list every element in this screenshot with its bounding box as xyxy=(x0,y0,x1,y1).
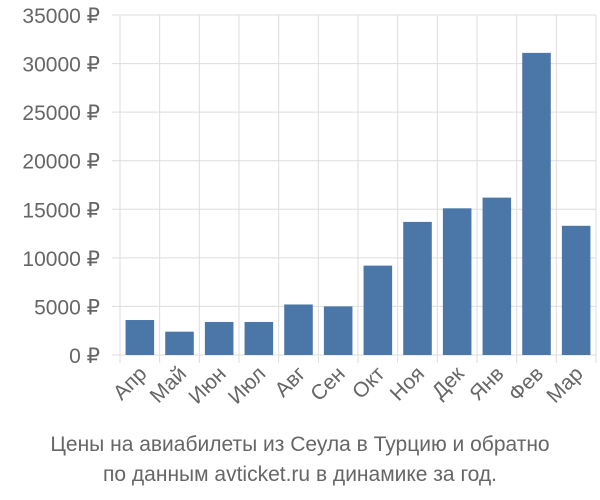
bar-Фев xyxy=(522,52,551,356)
bar-Май xyxy=(165,331,194,355)
bar-Апр xyxy=(125,320,155,355)
y-tick-label: 10000 ₽ xyxy=(22,248,100,271)
bar-Янв xyxy=(482,197,512,355)
y-tick-label: 30000 ₽ xyxy=(22,54,100,77)
y-tick-label: 0 ₽ xyxy=(69,345,100,368)
bar-Мар xyxy=(561,225,591,355)
x-tick-label: Мар xyxy=(542,362,587,407)
bar-Окт xyxy=(363,265,393,355)
x-tick-label: Фев xyxy=(504,362,548,406)
bar-Авг xyxy=(284,304,313,355)
bars xyxy=(125,52,591,356)
x-tick-label: Апр xyxy=(109,362,151,404)
x-tick-label: Янв xyxy=(465,362,508,405)
x-tick-label: Окт xyxy=(348,362,390,404)
y-tick-label: 15000 ₽ xyxy=(22,199,100,222)
bar-Июл xyxy=(244,321,274,355)
bar-Сен xyxy=(323,306,353,355)
y-tick-label: 35000 ₽ xyxy=(22,5,100,28)
x-tick-label: Сен xyxy=(306,362,349,405)
y-tick-label: 20000 ₽ xyxy=(22,151,100,174)
grid-lines xyxy=(112,14,597,363)
x-tick-label: Авг xyxy=(271,362,311,402)
y-tick-label: 5000 ₽ xyxy=(34,296,100,319)
y-tick-label: 25000 ₽ xyxy=(22,102,100,125)
x-tick-label: Июн xyxy=(184,362,230,408)
bar-chart: 0 ₽ 5000 ₽ 10000 ₽ 15000 ₽ 20000 ₽ 25000 ₽ 300… xyxy=(22,5,597,409)
bar-Ноя xyxy=(403,221,432,355)
chart-caption-line-2: по данным avticket.ru в динамике за год. xyxy=(103,463,497,486)
x-tick-label: Дек xyxy=(428,362,470,404)
bar-Июн xyxy=(204,321,234,355)
chart-caption-line-1: Цены на авиабилеты из Сеула в Турцию и о… xyxy=(50,433,550,456)
x-tick-label: Май xyxy=(146,362,191,407)
x-tick-label: Ноя xyxy=(386,362,429,405)
y-axis-ticks: 0 ₽ 5000 ₽ 10000 ₽ 15000 ₽ 20000 ₽ 25000 ₽ 300… xyxy=(22,5,100,368)
bar-Дек xyxy=(442,208,472,355)
x-tick-label: Июл xyxy=(224,362,270,408)
